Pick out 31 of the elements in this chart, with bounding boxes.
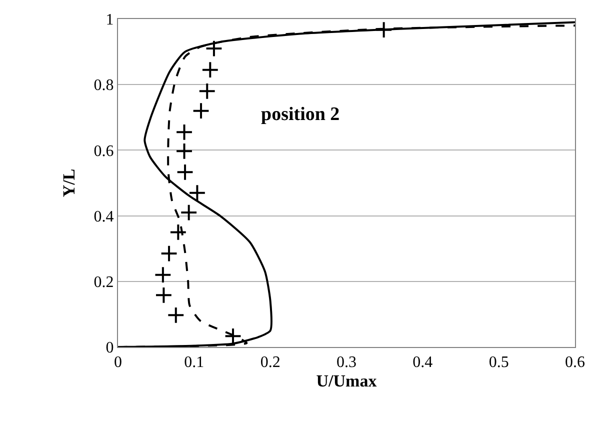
y-tick-label: 0	[106, 340, 114, 357]
x-tick-label: 0.4	[412, 354, 433, 372]
point	[155, 286, 172, 304]
annotation: position 2	[261, 104, 340, 125]
point	[201, 61, 219, 79]
point	[154, 266, 172, 284]
x-tick-label: 0.1	[184, 354, 204, 372]
point	[188, 184, 206, 202]
x-tick-label: 0.5	[488, 354, 509, 372]
point	[176, 142, 193, 160]
y-axis-title: Y/L	[59, 168, 78, 198]
point	[160, 244, 178, 262]
y-tick-label: 0.2	[94, 274, 114, 291]
x-tick-label: 0.3	[336, 354, 356, 372]
x-axis-title: U/Umax	[316, 372, 378, 391]
point	[198, 82, 216, 100]
y-tick-label: 0.4	[94, 208, 114, 226]
point	[176, 163, 194, 181]
point	[375, 21, 393, 39]
x-tick-label: 0.2	[260, 354, 280, 372]
point	[176, 123, 193, 141]
y-tick-label: 0.8	[94, 77, 114, 94]
y-tick-label: 0.6	[94, 142, 114, 160]
x-tick-label: 0.6	[565, 354, 585, 372]
point	[205, 40, 223, 58]
point	[167, 306, 185, 324]
y-tick-label: 1	[106, 12, 114, 29]
point	[192, 102, 210, 120]
point	[224, 327, 242, 345]
point	[169, 224, 187, 241]
point	[180, 204, 198, 222]
